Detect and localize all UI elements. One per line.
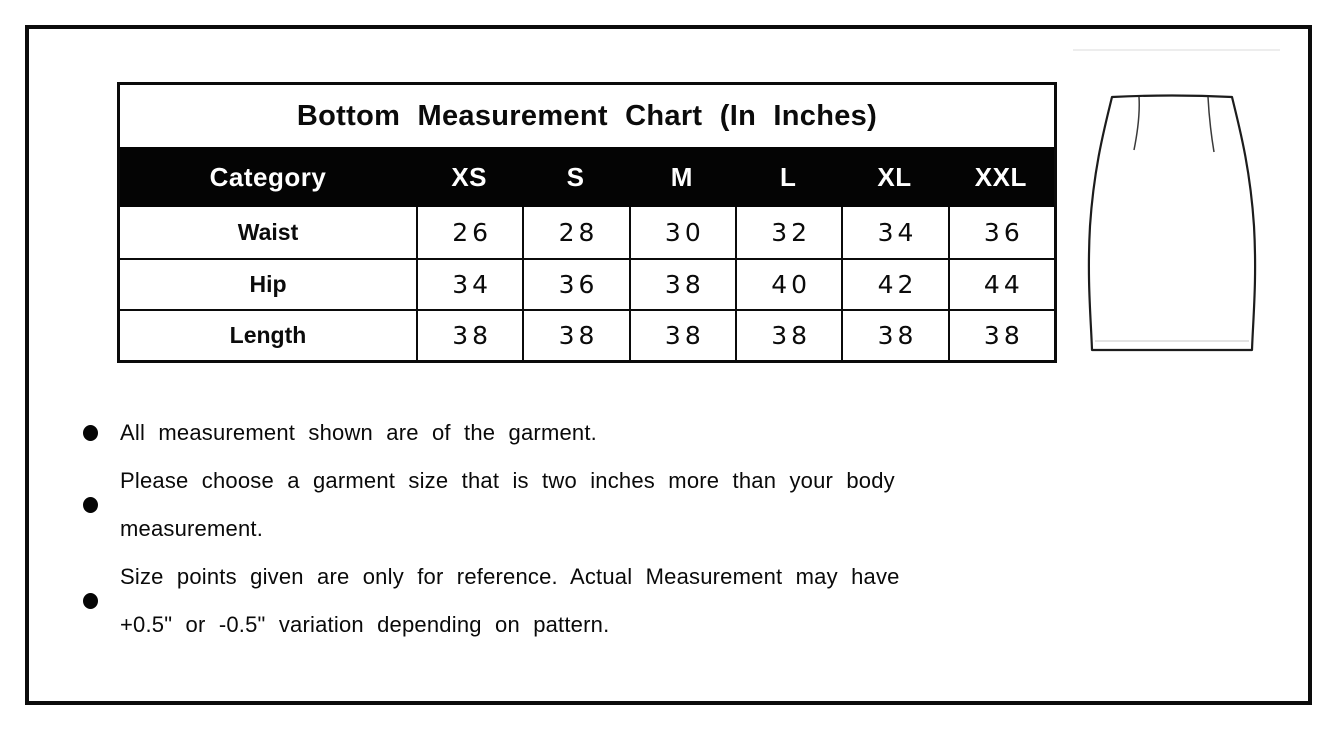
table-header-row: Category XS S M L XL XXL: [120, 147, 1054, 207]
hip-s: 36: [522, 260, 628, 309]
waist-l: 32: [735, 207, 841, 258]
length-xs: 38: [416, 311, 522, 360]
bullet-icon: [83, 497, 98, 513]
note-variation: Size points given are only for reference…: [83, 553, 1088, 649]
column-header-xxl: XXL: [974, 161, 1027, 192]
row-label-hip: Hip: [249, 271, 287, 297]
length-xxl: 38: [947, 311, 1054, 360]
column-header-l: L: [779, 161, 797, 192]
table-row-waist: Waist 26 28 30 32 34 36: [120, 207, 1054, 258]
column-header-xs: XS: [451, 161, 487, 192]
waist-xxl: 36: [947, 207, 1054, 258]
row-label-waist: Waist: [237, 219, 299, 245]
note-size-advice: Please choose a garment size that is two…: [83, 457, 1088, 553]
length-m: 38: [628, 311, 735, 360]
length-xl: 38: [841, 311, 947, 360]
hip-xxl: 44: [947, 260, 1054, 309]
table-title: Bottom Measurement Chart (In Inches): [296, 99, 878, 132]
decorative-line: [1073, 49, 1280, 51]
hip-m: 38: [628, 260, 735, 309]
table-row-hip: Hip 34 36 38 40 42 44: [120, 258, 1054, 309]
column-header-xl: XL: [877, 161, 912, 192]
waist-m: 30: [628, 207, 735, 258]
table-row-length: Length 38 38 38 38 38 38: [120, 309, 1054, 360]
hip-xl: 42: [841, 260, 947, 309]
bullet-icon: [83, 425, 98, 441]
note-line: Please choose a garment size that is two…: [120, 468, 895, 493]
note-garment-measurement: All measurement shown are of the garment…: [83, 409, 1088, 457]
hip-xs: 34: [416, 260, 522, 309]
waist-xl: 34: [841, 207, 947, 258]
hip-l: 40: [735, 260, 841, 309]
column-header-m: M: [670, 161, 693, 192]
note-line: Size points given are only for reference…: [120, 564, 900, 589]
pencil-skirt-illustration-icon: [1087, 94, 1257, 352]
waist-xs: 26: [416, 207, 522, 258]
notes-list: All measurement shown are of the garment…: [83, 409, 1088, 649]
row-label-length: Length: [229, 322, 307, 348]
column-header-s: S: [566, 161, 585, 192]
length-l: 38: [735, 311, 841, 360]
note-line: measurement.: [120, 516, 264, 541]
waist-s: 28: [522, 207, 628, 258]
note-line: All measurement shown are of the garment…: [120, 420, 597, 445]
column-header-category: Category: [209, 161, 327, 192]
size-chart-table: Bottom Measurement Chart (In Inches) Cat…: [117, 82, 1057, 363]
note-line: +0.5" or -0.5" variation depending on pa…: [120, 612, 610, 637]
length-s: 38: [522, 311, 628, 360]
bullet-icon: [83, 593, 98, 609]
